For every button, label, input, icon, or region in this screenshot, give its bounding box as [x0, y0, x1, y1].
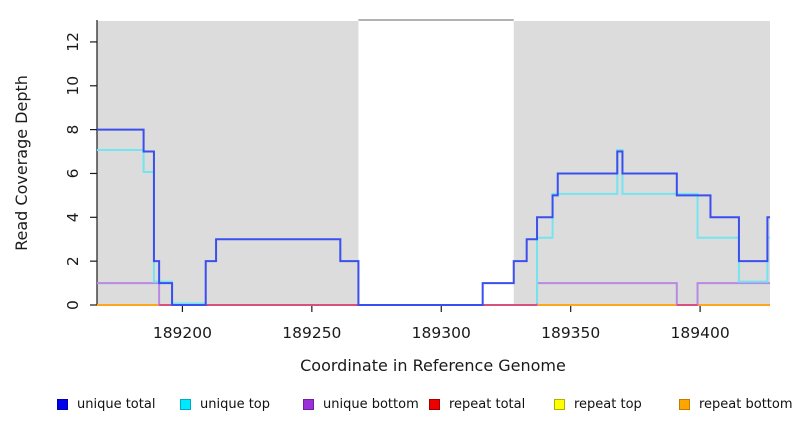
shaded-region-2 [513, 21, 770, 305]
x-tick-label: 189300 [412, 324, 471, 342]
series-line-unique-total [97, 128, 770, 306]
x-tick-label: 189250 [282, 324, 341, 342]
plot-background [97, 19, 770, 305]
axes: 189200 189250 189300 189350 189400 0 2 4 6 8 10 12 [64, 20, 770, 342]
y-tick-label: 2 [64, 256, 82, 266]
y-tick-label: 8 [64, 125, 82, 135]
x-tick-label: 189400 [671, 324, 730, 342]
y-axis-title: Read Coverage Depth [12, 75, 31, 251]
y-tick-label: 4 [64, 212, 82, 222]
series-line-unique-top [536, 149, 770, 304]
series-lines [97, 128, 770, 306]
series-line-unique-bottom [97, 282, 770, 306]
y-tick-label: 10 [64, 76, 82, 96]
y-tick-label: 12 [64, 32, 82, 52]
shaded-region-1 [97, 21, 359, 305]
x-axis-title: Coordinate in Reference Genome [300, 356, 566, 375]
y-tick-label: 6 [64, 169, 82, 179]
x-tick-label: 189200 [153, 324, 212, 342]
y-tick-label: 0 [64, 300, 82, 310]
x-tick-label: 189350 [541, 324, 600, 342]
